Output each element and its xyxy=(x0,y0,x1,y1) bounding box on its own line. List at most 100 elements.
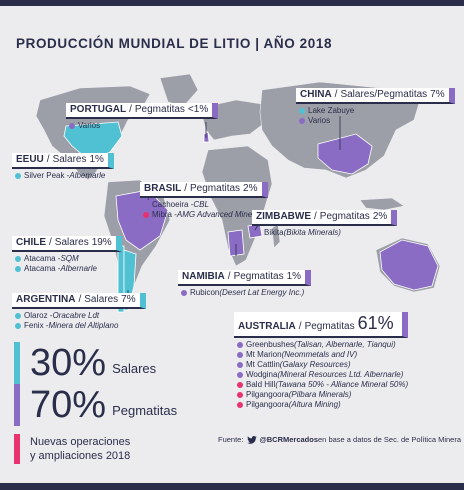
list-item: Fenix - Minera del Altiplano xyxy=(15,321,146,331)
separator: / xyxy=(334,89,338,100)
deposit-type: Salares xyxy=(54,237,89,248)
separator: / xyxy=(314,211,317,222)
source-footer: Fuente: @BCRMercados en base a datos de … xyxy=(218,435,461,444)
top-bar xyxy=(0,0,464,6)
salares-dot-icon xyxy=(15,266,21,272)
list-item: Mt Cattlin (Galaxy Resources) xyxy=(237,360,408,370)
salares-dot-icon xyxy=(15,323,21,329)
list-item: Bald Hill (Tawana 50% - Alliance Mineral… xyxy=(237,380,408,390)
share-percent: 19% xyxy=(91,237,112,248)
separator: / xyxy=(129,104,132,115)
list-item: Greenbushes (Talisan, Albernarle, Tianqu… xyxy=(237,340,408,350)
country-label-australia: AUSTRALIA / Pegmatitas 61% Greenbushes (… xyxy=(234,312,409,410)
producer-list: Bikita (Bikita Minerals) xyxy=(252,228,397,238)
salares-swatch xyxy=(14,342,20,384)
salares-dot-icon xyxy=(15,173,21,179)
deposit-type: Salares/Pegmatitas xyxy=(340,89,428,100)
twitter-handle[interactable]: @BCRMercados xyxy=(259,435,319,444)
list-item: Varios xyxy=(299,116,455,126)
country-bar-australia: AUSTRALIA / Pegmatitas 61% xyxy=(234,312,409,338)
producer-list: Lake Zabuye Varios xyxy=(296,106,455,126)
separator: / xyxy=(78,294,82,305)
country-bar-china: CHINA / Salares/Pegmatitas 7% xyxy=(296,88,455,104)
producer-list: Cachoeira - CBL Mibra - AMG Advanced Min… xyxy=(140,200,268,220)
deposit-type: Pegmatitas xyxy=(134,104,185,115)
deposit-type: Pegmatitas xyxy=(190,183,241,194)
producer-list: Greenbushes (Talisan, Albernarle, Tianqu… xyxy=(234,340,408,410)
country-label-eeuu: EEUU / Salares 1% Silver Peak - Albemarl… xyxy=(12,153,114,181)
list-item: Wodgina (Mineral Resources Ltd. Albernar… xyxy=(237,370,408,380)
list-item: Pilgangoora (Pilbara Minerals) xyxy=(237,390,408,400)
deposit-type: Salares xyxy=(84,294,119,305)
pegmatitas-swatch xyxy=(14,384,20,426)
separator: / xyxy=(227,271,231,282)
country-bar-argentina: ARGENTINA / Salares 7% xyxy=(12,293,146,309)
pegmatitas-percent: 70% xyxy=(30,384,107,426)
producer-list: Atacama - SQM Atacama - Albernarle xyxy=(12,254,122,274)
country-name: AUSTRALIA xyxy=(238,321,296,332)
country-label-brasil: BRASIL / Pegmatitas 2% Cachoeira - CBL M… xyxy=(140,182,268,220)
country-label-china: CHINA / Salares/Pegmatitas 7% Lake Zabuy… xyxy=(296,88,455,126)
pegmatitas-dot-icon xyxy=(255,230,261,236)
country-name: CHINA xyxy=(300,89,332,100)
pegmatitas-label: Pegmatitas xyxy=(112,402,178,418)
country-name: ARGENTINA xyxy=(16,294,76,305)
twitter-bird-icon xyxy=(247,435,258,444)
producer-list: Varios xyxy=(66,121,218,131)
nuevas-text: Nuevas operaciones y ampliaciones 2018 xyxy=(30,436,131,462)
separator: / xyxy=(46,154,50,165)
country-bar-zimbabwe: ZIMBABWE / Pegmatitas 2% xyxy=(252,210,398,226)
country-label-portugal: PORTUGAL / Pegmatitas <1% Varios xyxy=(66,103,219,131)
separator: / xyxy=(298,321,302,332)
page-title: PRODUCCIÓN MUNDIAL DE LITIO | AÑO 2018 xyxy=(16,36,333,51)
salares-percent: 30% xyxy=(30,342,107,384)
producer-list: Olaroz - Oracabre Ldt Fenix - Minera del… xyxy=(12,311,146,331)
nuevas-swatch xyxy=(14,434,20,464)
country-name: PORTUGAL xyxy=(70,104,127,115)
country-label-zimbabwe: ZIMBABWE / Pegmatitas 2% Bikita (Bikita … xyxy=(252,210,398,238)
list-item: Mibra - AMG Advanced Minerals xyxy=(143,210,268,220)
list-item: Atacama - Albernarle xyxy=(15,264,122,274)
list-item: Varios xyxy=(69,121,218,131)
source-text: en base a datos de Sec. de Política Mine… xyxy=(318,435,462,444)
salares-dot-icon xyxy=(299,108,305,114)
list-item: Olaroz - Oracabre Ldt xyxy=(15,311,146,321)
salares-dot-icon xyxy=(15,313,21,319)
share-percent: 1% xyxy=(286,271,302,282)
share-percent: 7% xyxy=(121,294,136,305)
share-percent: <1% xyxy=(187,104,209,115)
country-bar-eeuu: EEUU / Salares 1% xyxy=(12,153,114,169)
list-item: Lake Zabuye xyxy=(299,106,455,116)
pegmatitas-dot-icon xyxy=(69,123,75,129)
country-bar-brasil: BRASIL / Pegmatitas 2% xyxy=(140,182,268,198)
country-bar-chile: CHILE / Salares 19% xyxy=(12,236,122,252)
separator: / xyxy=(184,183,188,194)
share-percent: 1% xyxy=(89,154,104,165)
separator: / xyxy=(49,237,52,248)
share-percent: 7% xyxy=(430,89,445,100)
pegmatitas-dot-icon xyxy=(237,352,243,358)
portugal-highlight xyxy=(203,131,210,143)
legend-pegmatitas-row: 70% Pegmatitas xyxy=(14,384,177,426)
country-label-chile: CHILE / Salares 19% Atacama - SQM Atacam… xyxy=(12,236,122,274)
country-name: BRASIL xyxy=(144,183,182,194)
producer-list: Rubicon (Desert Lat Energy Inc.) xyxy=(178,288,311,298)
deposit-type: Pegmatitas xyxy=(304,321,355,332)
producer-list: Silver Peak - Albemarle xyxy=(12,171,114,181)
list-item: Bikita (Bikita Minerals) xyxy=(255,228,397,238)
pegmatitas-dot-icon xyxy=(143,202,149,208)
pegmatitas-dot-icon xyxy=(237,342,243,348)
salares-label: Salares xyxy=(112,360,157,376)
nuevas-dot-icon xyxy=(237,402,243,408)
australia-highlight xyxy=(379,239,439,291)
share-percent: 2% xyxy=(243,183,258,194)
country-name: CHILE xyxy=(16,237,46,248)
nuevas-dot-icon xyxy=(143,212,149,218)
salares-dot-icon xyxy=(15,256,21,262)
country-name: NAMIBIA xyxy=(182,271,225,282)
list-item: Silver Peak - Albemarle xyxy=(15,171,114,181)
country-bar-portugal: PORTUGAL / Pegmatitas <1% xyxy=(66,103,219,119)
share-percent: 2% xyxy=(372,211,388,222)
deposit-type: Pegmatitas xyxy=(233,271,284,282)
country-name: EEUU xyxy=(16,154,44,165)
